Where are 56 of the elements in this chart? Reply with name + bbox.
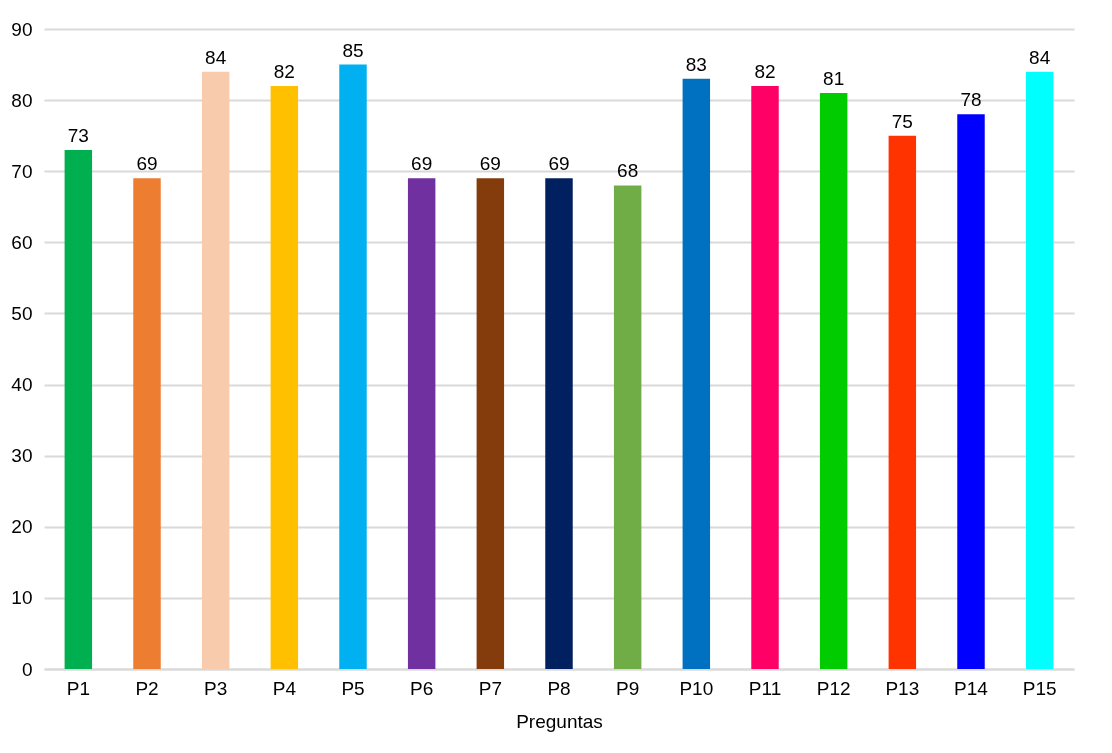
data-label: 69 — [411, 153, 433, 175]
x-tick-label: P6 — [410, 677, 434, 699]
bar — [682, 78, 711, 669]
data-label: 81 — [823, 68, 845, 89]
x-tick-label: P4 — [272, 677, 297, 699]
data-label: 73 — [67, 124, 89, 146]
bar — [819, 93, 848, 669]
x-tick-label: P3 — [204, 677, 228, 699]
data-label: 78 — [960, 89, 982, 111]
x-tick-label: P1 — [66, 677, 90, 699]
x-tick-label: P5 — [341, 677, 365, 699]
y-tick-label: 30 — [11, 445, 33, 467]
bar — [476, 178, 505, 669]
x-tick-label: P2 — [135, 677, 159, 699]
data-label: 69 — [479, 153, 501, 175]
y-tick-label: 40 — [11, 374, 33, 396]
x-tick-label: P8 — [547, 677, 571, 699]
y-tick-label: 80 — [11, 89, 33, 111]
data-label: 68 — [617, 160, 639, 182]
data-label: 84 — [1029, 46, 1051, 68]
y-tick-label: 60 — [11, 231, 33, 253]
bar — [201, 71, 230, 669]
bar — [613, 185, 642, 669]
bar — [751, 85, 779, 669]
x-tick-label: P12 — [816, 677, 851, 699]
bar — [133, 178, 161, 669]
x-tick-label: P14 — [954, 677, 989, 699]
bar — [339, 64, 367, 669]
x-tick-label: P15 — [1022, 677, 1057, 699]
x-axis-title: Preguntas — [516, 710, 603, 732]
y-tick-label: 10 — [11, 587, 33, 609]
y-tick-label: 70 — [11, 160, 33, 182]
data-label: 69 — [136, 153, 158, 175]
y-tick-label: 0 — [21, 658, 33, 680]
data-label: 75 — [891, 110, 913, 132]
x-tick-label: P9 — [616, 677, 640, 699]
bar — [888, 135, 917, 669]
x-tick-label: P7 — [478, 677, 502, 699]
y-tick-label: 50 — [11, 302, 33, 324]
data-label: 85 — [342, 39, 364, 61]
y-tick-label: 90 — [11, 18, 33, 40]
data-label: 69 — [548, 153, 570, 175]
y-tick-label: 20 — [11, 516, 33, 538]
bar — [64, 149, 93, 669]
data-label: 82 — [273, 60, 295, 82]
bar — [270, 85, 299, 669]
bar — [957, 114, 985, 669]
data-label: 84 — [205, 46, 227, 68]
x-tick-label: P13 — [885, 677, 920, 699]
bar — [545, 178, 573, 669]
x-tick-label: P11 — [748, 677, 782, 699]
data-label: 83 — [685, 53, 707, 75]
data-label: 82 — [754, 60, 776, 82]
x-tick-label: P10 — [679, 677, 714, 699]
bar — [407, 178, 436, 669]
bar — [1025, 71, 1054, 669]
